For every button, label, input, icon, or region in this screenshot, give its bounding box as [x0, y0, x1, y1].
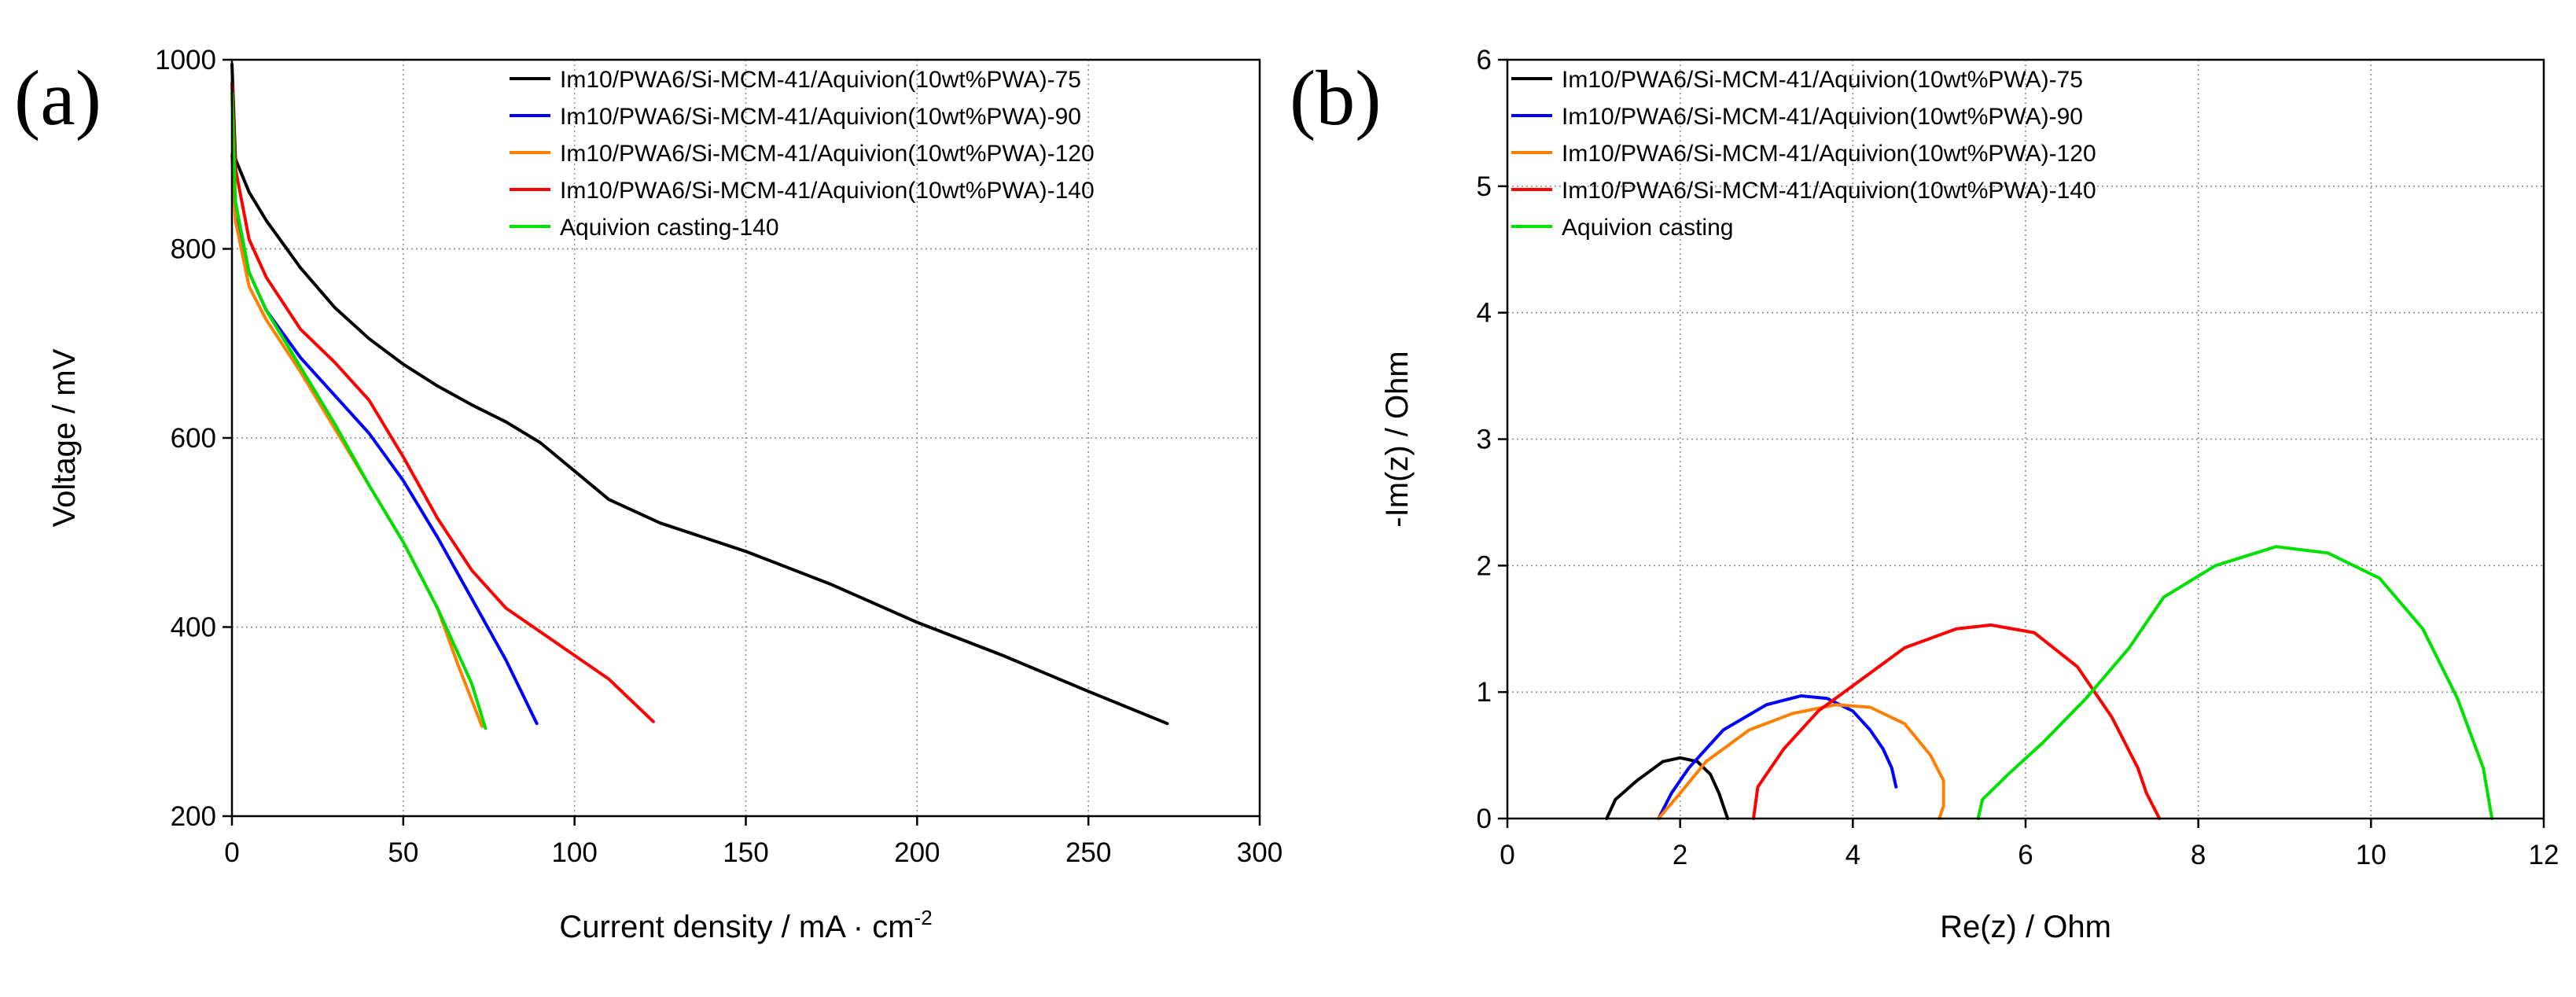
y-axis-label: -Im(z) / Ohm [1380, 351, 1415, 527]
legend-label-1: Im10/PWA6/Si-MCM-41/Aquivion(10wt%PWA)-7… [1562, 67, 2083, 93]
legend-label-4: Im10/PWA6/Si-MCM-41/Aquivion(10wt%PWA)-1… [1562, 178, 2096, 204]
x-tick-label: 200 [894, 837, 940, 868]
series-line-2 [230, 153, 539, 726]
y-tick-label: 1000 [155, 45, 216, 75]
x-tick-label: 100 [551, 837, 597, 868]
legend-label-3: Im10/PWA6/Si-MCM-41/Aquivion(10wt%PWA)-1… [1562, 141, 2096, 167]
y-tick-label: 200 [171, 801, 216, 832]
series-line-5 [1976, 545, 2494, 820]
legend-label-5: Aquivion casting-140 [560, 215, 779, 241]
x-axis-label: Re(z) / Ohm [1940, 910, 2111, 944]
series-line-4 [1752, 623, 2162, 820]
y-tick-label: 800 [171, 234, 216, 265]
x-tick-label: 300 [1237, 837, 1282, 868]
series-line-1 [230, 63, 1169, 726]
series-line-1 [1605, 756, 1730, 820]
x-tick-label: 12 [2529, 840, 2559, 870]
series-line-2 [1657, 694, 1898, 820]
x-tick-label: 10 [2356, 840, 2386, 870]
panel-label: (a) [14, 54, 101, 142]
x-tick-label: 0 [1500, 840, 1514, 870]
y-tick-label: 5 [1477, 171, 1492, 202]
y-tick-label: 400 [171, 613, 216, 643]
x-tick-label: 150 [723, 837, 768, 868]
x-tick-label: 0 [224, 837, 239, 868]
y-tick-label: 4 [1477, 298, 1492, 329]
series-line-3 [1657, 703, 1945, 820]
chart-panel-a: (a) 0 50 100 150 200 250 300 200 400 600 800 1000 Cur… [14, 45, 1282, 944]
y-tick-label: 600 [171, 423, 216, 454]
y-tick-label: 0 [1477, 804, 1492, 834]
legend: Im10/PWA6/Si-MCM-41/Aquivion(10wt%PWA)-7… [1511, 67, 2096, 241]
y-tick-label: 1 [1477, 677, 1492, 708]
legend-label-3: Im10/PWA6/Si-MCM-41/Aquivion(10wt%PWA)-1… [560, 141, 1095, 167]
x-tick-label: 8 [2191, 840, 2206, 870]
legend: Im10/PWA6/Si-MCM-41/Aquivion(10wt%PWA)-7… [510, 67, 1095, 241]
x-tick-label: 250 [1065, 837, 1111, 868]
x-tick-label: 4 [1846, 840, 1860, 870]
panel-label: (b) [1290, 54, 1382, 142]
y-tick-label: 6 [1477, 45, 1492, 75]
legend-label-2: Im10/PWA6/Si-MCM-41/Aquivion(10wt%PWA)-9… [1562, 104, 2083, 130]
legend-label-2: Im10/PWA6/Si-MCM-41/Aquivion(10wt%PWA)-9… [560, 104, 1081, 130]
legend-label-4: Im10/PWA6/Si-MCM-41/Aquivion(10wt%PWA)-1… [560, 178, 1095, 204]
legend-label-1: Im10/PWA6/Si-MCM-41/Aquivion(10wt%PWA)-7… [560, 67, 1081, 93]
y-tick-label: 3 [1477, 425, 1492, 455]
x-axis-label-superscript: -2 [914, 906, 933, 929]
legend-label-5: Aquivion casting [1562, 215, 1733, 241]
series-line-5 [230, 91, 488, 730]
y-tick-label: 2 [1477, 550, 1492, 581]
x-tick-label: 2 [1673, 840, 1687, 870]
x-tick-label: 6 [2018, 840, 2033, 870]
x-axis-label: Current density / mA · cm-2 [559, 906, 932, 944]
y-axis-label: Voltage / mV [47, 348, 82, 527]
x-tick-label: 50 [388, 837, 418, 868]
series-line-4 [230, 82, 655, 723]
series-line-3 [230, 153, 484, 728]
